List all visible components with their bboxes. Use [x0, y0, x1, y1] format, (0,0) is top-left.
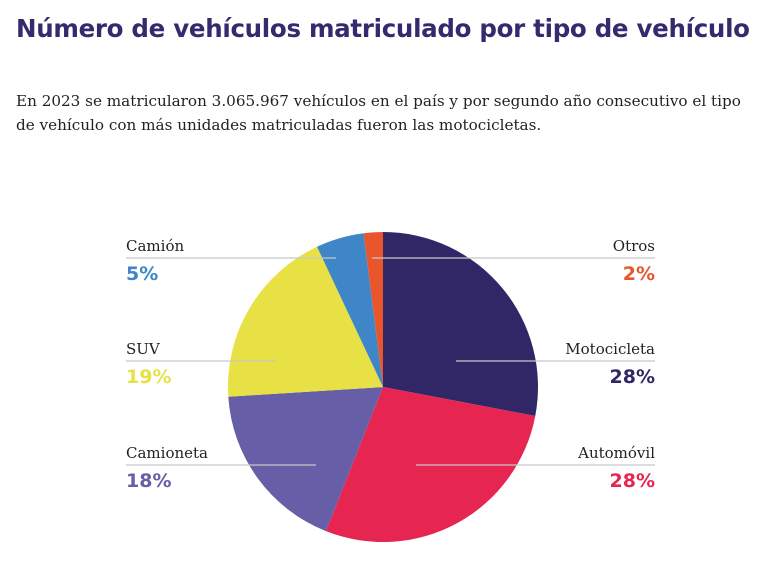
pct-automovil: 28% — [609, 470, 655, 492]
pie-slice-camion — [317, 233, 383, 387]
label-camion: Camión — [126, 237, 185, 255]
pct-camion: 5% — [126, 263, 159, 285]
label-motocicleta: Motocicleta — [565, 340, 655, 358]
pie-slice-suv — [228, 246, 383, 397]
pie-slice-camioneta — [228, 387, 383, 532]
pct-motocicleta: 28% — [609, 366, 655, 388]
label-suv: SUV — [126, 340, 160, 358]
label-camioneta: Camioneta — [126, 444, 208, 462]
pie-slice-motocicleta — [383, 232, 538, 417]
pct-suv: 19% — [126, 366, 172, 388]
chart-subtitle: En 2023 se matricularon 3.065.967 vehícu… — [16, 92, 741, 134]
label-automovil: Automóvil — [578, 444, 655, 462]
chart-title: Número de vehículos matriculado por tipo… — [16, 14, 750, 43]
pct-otros: 2% — [622, 263, 655, 285]
label-otros: Otros — [612, 237, 655, 255]
pie-slice-otros — [363, 232, 383, 387]
pct-camioneta: 18% — [126, 470, 172, 492]
